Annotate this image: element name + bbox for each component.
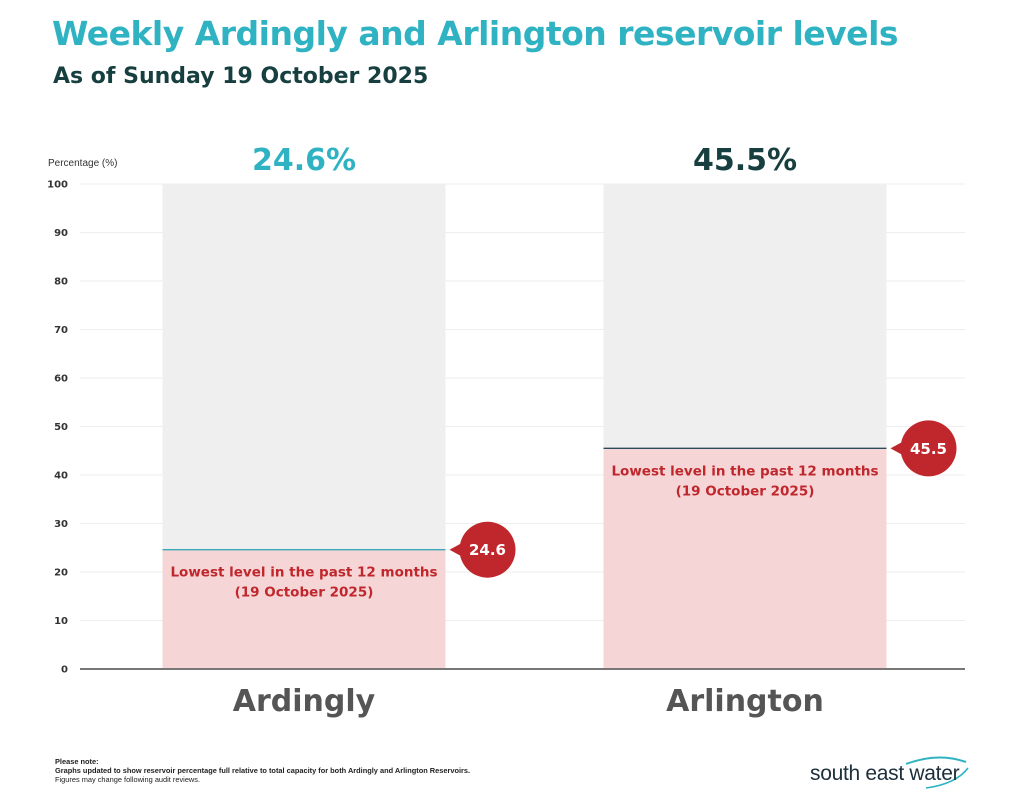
- footnote-heading: Please note:: [55, 757, 99, 766]
- y-tick-label: 0: [61, 665, 68, 676]
- y-tick-label: 90: [54, 228, 68, 239]
- y-tick-label: 20: [54, 568, 68, 579]
- category-label: Arlington: [666, 684, 824, 719]
- marker-label: 24.6: [469, 541, 506, 559]
- level-bar: [603, 448, 887, 669]
- y-axis-label: Percentage (%): [48, 158, 117, 169]
- y-tick-label: 60: [54, 374, 68, 385]
- south-east-water-logo: south east water: [806, 754, 976, 792]
- category-label: Ardingly: [233, 684, 376, 719]
- annotation-line-2: (19 October 2025): [676, 483, 815, 499]
- marker-bubble: [900, 420, 957, 477]
- top-value-label: 24.6%: [252, 143, 356, 178]
- y-tick-label: 100: [47, 180, 68, 191]
- y-tick-label: 50: [54, 422, 68, 433]
- chart-subtitle: As of Sunday 19 October 2025: [53, 64, 429, 89]
- logo-text: south east water: [810, 762, 960, 785]
- y-tick-label: 40: [54, 471, 68, 482]
- annotation-line-1: Lowest level in the past 12 months: [170, 565, 437, 581]
- annotation-line-1: Lowest level in the past 12 months: [611, 463, 878, 479]
- wave-icon: [905, 756, 969, 789]
- y-tick-label: 10: [54, 616, 68, 627]
- footnote: Please note: Graphs updated to show rese…: [55, 757, 470, 784]
- level-bar: [162, 549, 446, 669]
- footnote-line-2: Figures may change following audit revie…: [55, 775, 201, 784]
- footnote-line-1: Graphs updated to show reservoir percent…: [55, 766, 471, 775]
- y-tick-label: 30: [54, 519, 68, 530]
- chart-title: Weekly Ardingly and Arlington reservoir …: [52, 14, 899, 53]
- top-value-label: 45.5%: [693, 143, 797, 178]
- marker-label: 45.5: [910, 440, 947, 458]
- y-tick-label: 80: [54, 277, 68, 288]
- annotation-line-2: (19 October 2025): [235, 585, 374, 601]
- marker-bubble: [459, 521, 516, 578]
- y-tick-label: 70: [54, 325, 68, 336]
